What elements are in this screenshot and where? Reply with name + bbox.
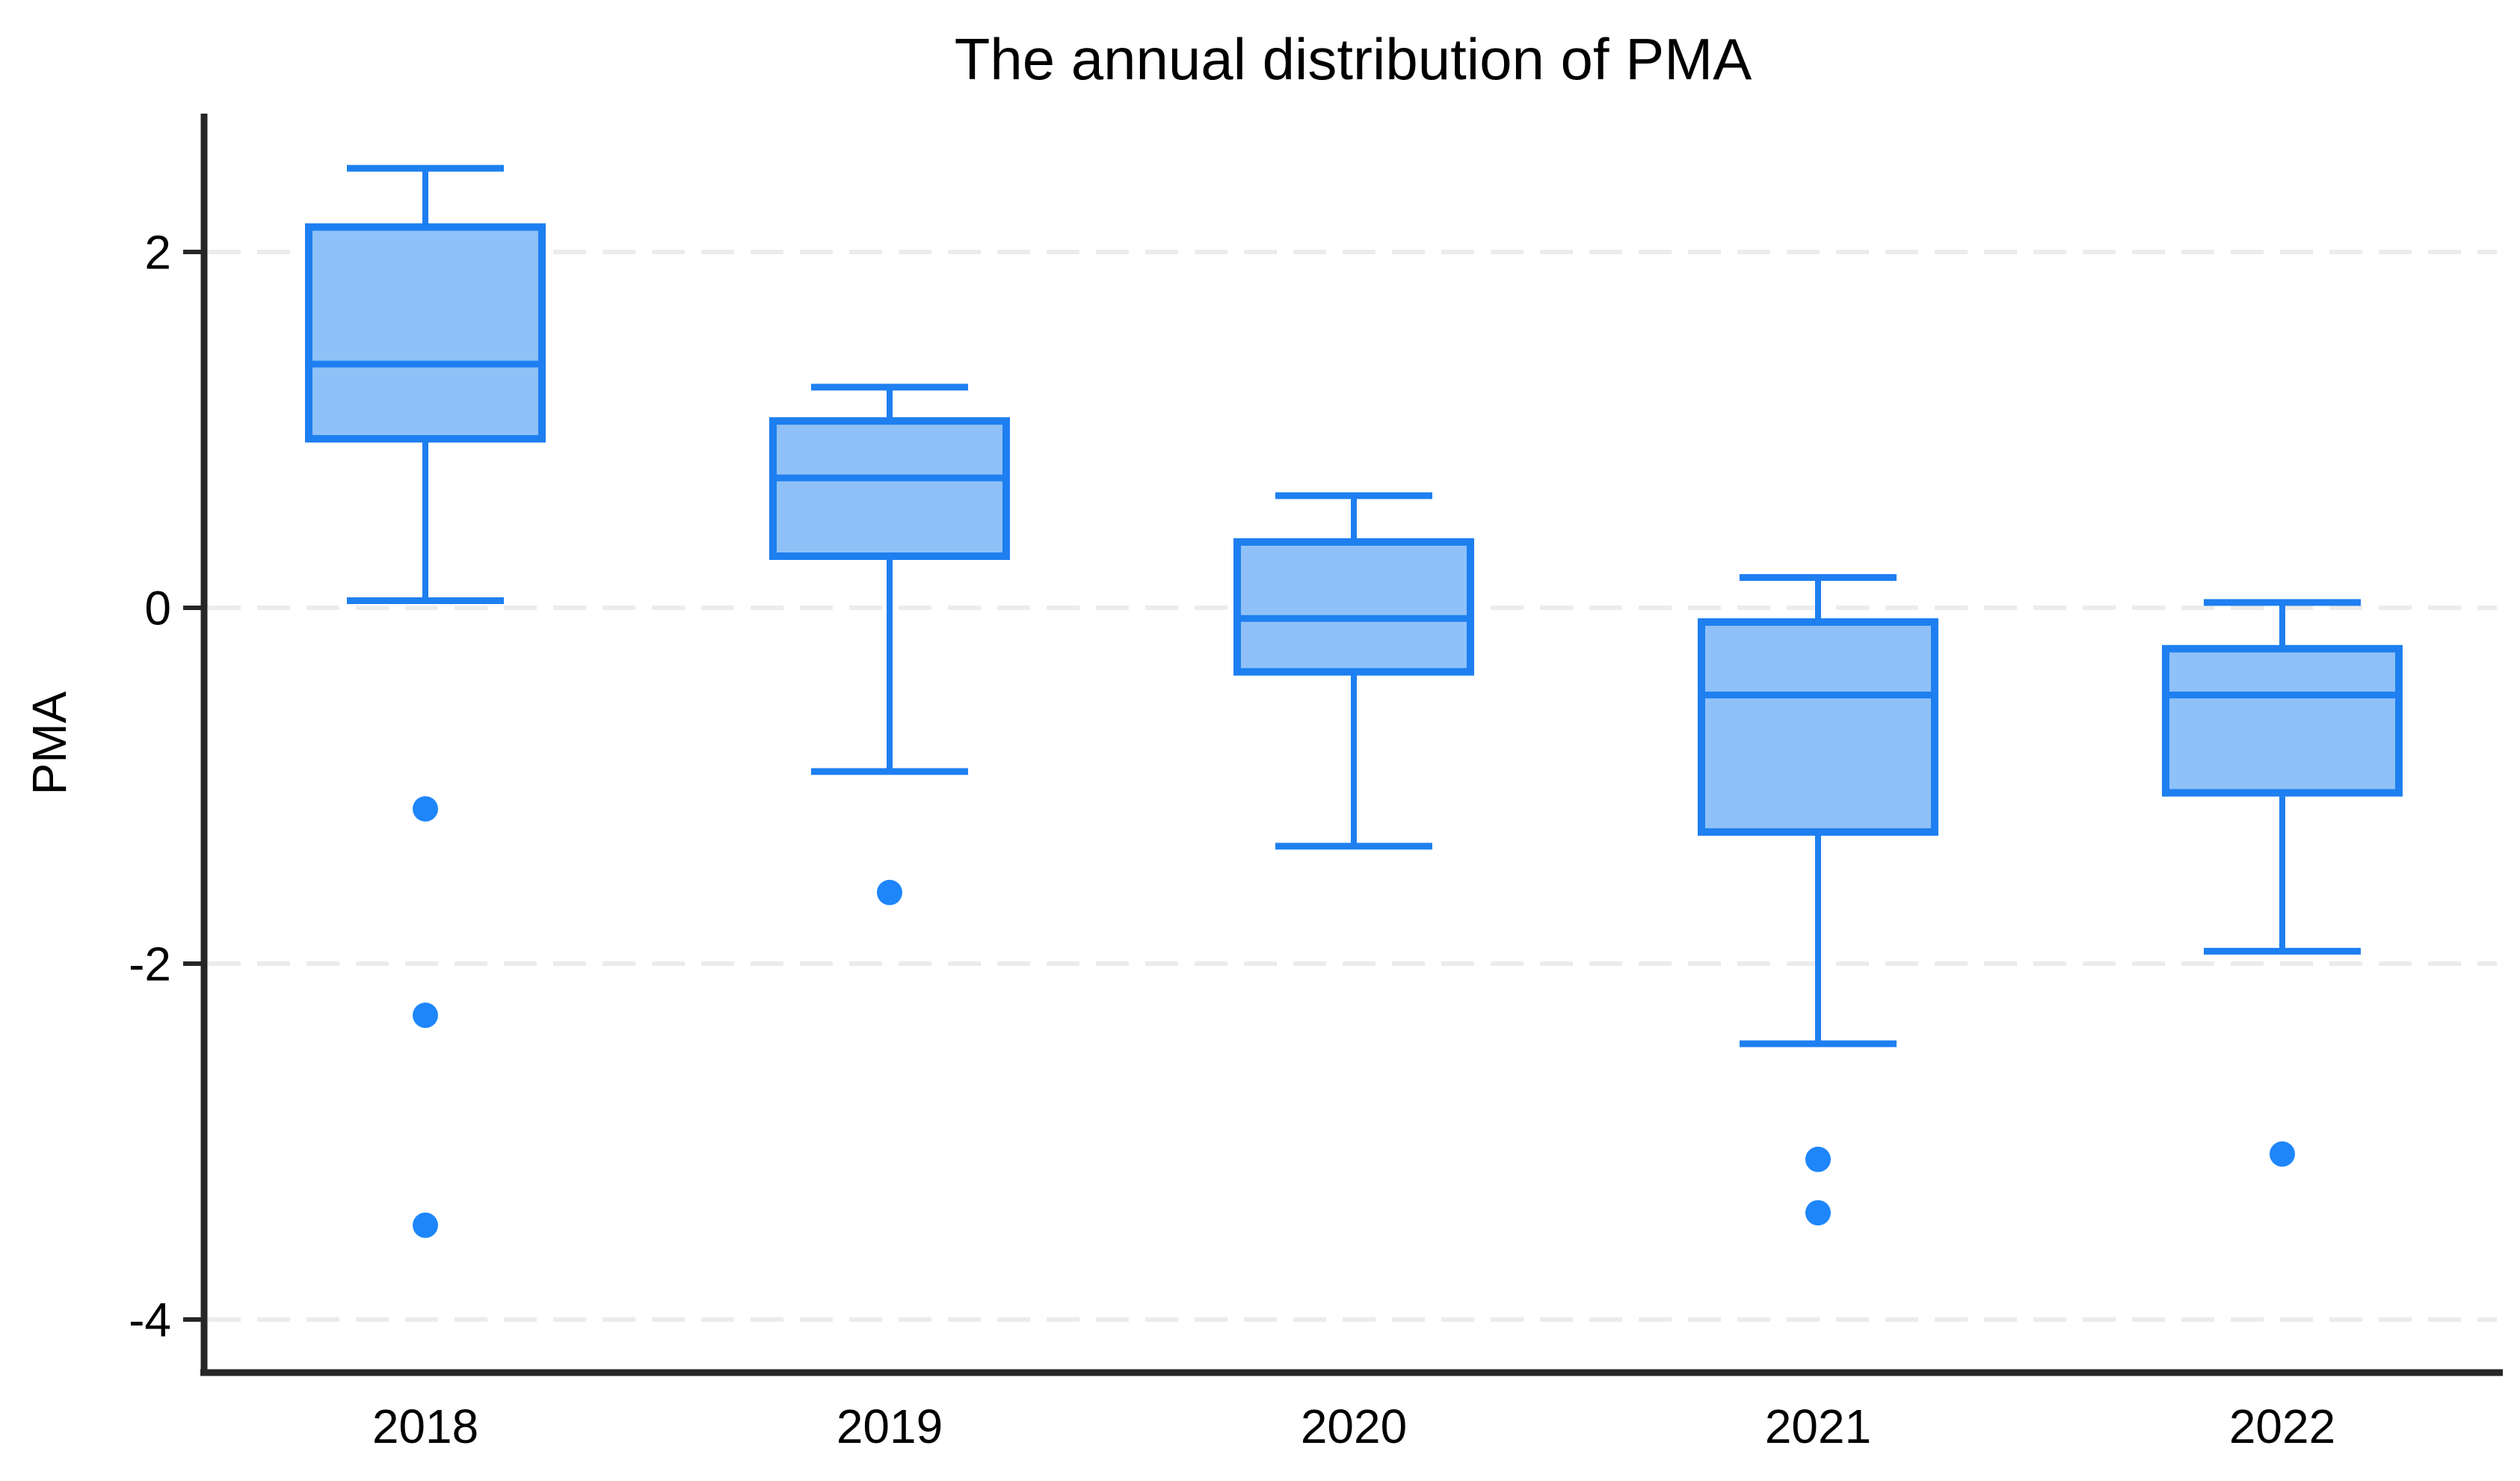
x-tick-label: 2020 <box>1301 1400 1407 1453</box>
x-tick-label: 2018 <box>372 1400 478 1453</box>
outlier-dot <box>1805 1146 1831 1172</box>
iqr-box <box>1233 538 1474 676</box>
iqr-box <box>305 223 546 443</box>
outlier-dot <box>877 879 902 905</box>
x-tick-label: 2021 <box>1765 1400 1871 1453</box>
y-tick-label: 0 <box>144 581 171 635</box>
outlier-dot <box>413 1003 438 1029</box>
y-tick-label: -2 <box>129 937 171 991</box>
y-tick-label: -4 <box>129 1293 171 1346</box>
y-tick-label: 2 <box>144 225 171 279</box>
x-tick-label: 2019 <box>837 1400 943 1453</box>
outlier-dot <box>2270 1141 2295 1167</box>
chart-title: The annual distribution of PMA <box>955 26 1752 92</box>
x-tick-label: 2022 <box>2229 1400 2335 1453</box>
outlier-dot <box>413 1212 438 1238</box>
iqr-box <box>1698 618 1938 836</box>
iqr-box <box>769 417 1010 560</box>
outlier-dot <box>1805 1200 1831 1226</box>
iqr-box <box>2162 644 2403 797</box>
plot-area: 2 0 -2 -4 2018 2019 2020 2021 2022 <box>129 114 2503 1453</box>
y-axis-label: PMA <box>22 691 76 795</box>
outlier-dot <box>413 795 438 822</box>
